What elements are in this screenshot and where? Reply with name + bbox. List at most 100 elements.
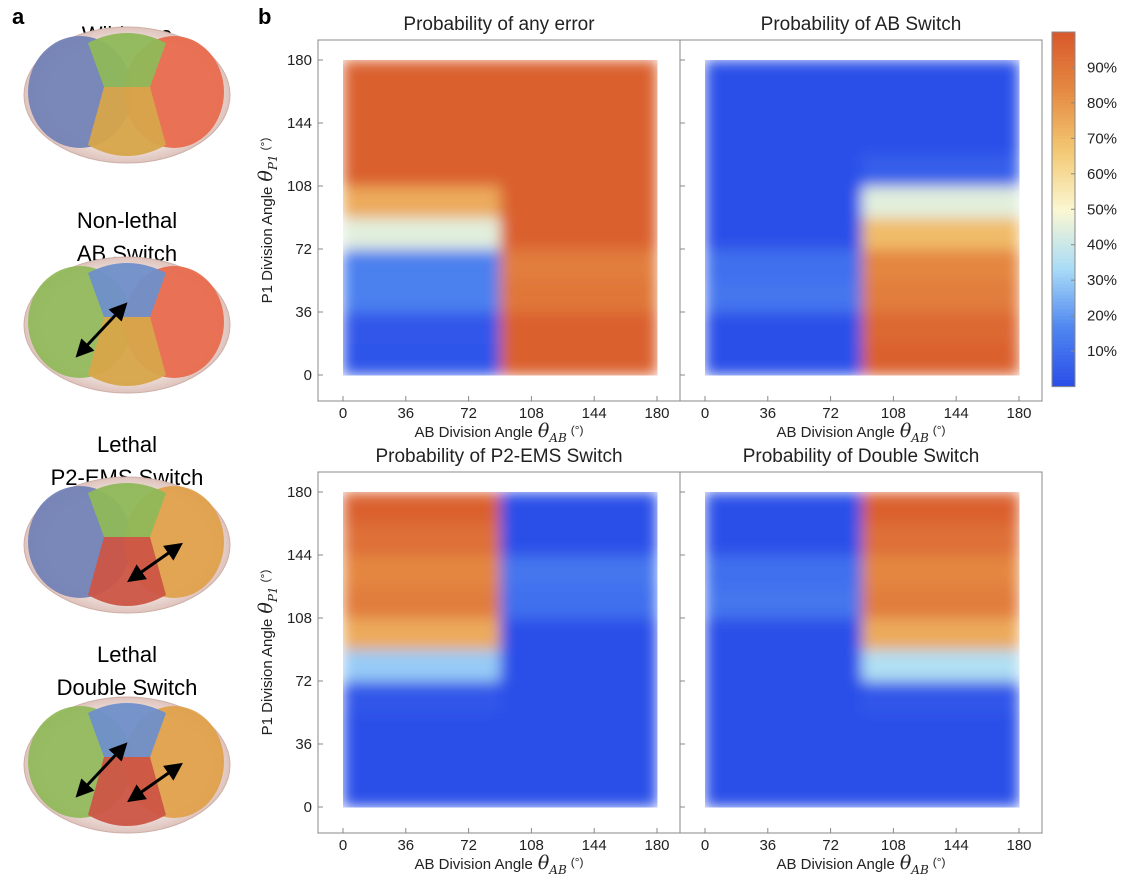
heatmap-cell [862,712,894,745]
heatmap-cell [500,249,532,281]
heatmap-cell [468,60,501,92]
axis-label-symbol: θ [538,420,550,442]
colorbar-strip [1052,237,1075,242]
colorbar-strip [1052,379,1075,384]
heatmap-cell [374,91,407,124]
colorbar-strip [1052,32,1075,37]
colorbar-strip [1052,109,1075,115]
heatmap-cell [893,586,926,619]
heatmap-cell [405,217,438,250]
heatmap-cell [562,123,595,155]
colorbar-strip [1052,372,1075,377]
heatmap-cell [625,712,658,745]
heatmap-cell [437,154,470,187]
heatmap-cell [562,217,595,250]
heatmap-cell [893,123,926,155]
heatmap-cell [468,217,501,250]
y-tick-label: 36 [295,304,312,321]
colorbar-tick-label: 30% [1087,272,1117,289]
heatmap-cell [500,555,532,587]
heatmap-cell [705,775,737,808]
heatmap-cell [862,91,894,124]
heatmap-cell [736,343,769,376]
switch-arrow [127,762,183,803]
colorbar-strip [1052,198,1075,203]
heatmap-cell [405,249,438,281]
heatmap-cell [799,217,832,250]
heatmap-cell [830,91,863,124]
heatmap-cell [500,91,532,124]
heatmap-cell [625,91,658,124]
colorbar-strip [1052,226,1075,232]
heatmap-cell [736,154,769,187]
axis-label-unit: (°) [258,138,272,151]
heatmap-cell [437,60,470,92]
colorbar-strip [1052,294,1075,299]
heatmap-cell [736,280,769,313]
plot-frame [679,39,1043,402]
heatmap-cell [531,649,564,682]
heatmap-cell [437,91,470,124]
heatmap-cell [343,618,375,650]
x-tick-label: 144 [944,405,969,422]
chart-title: Probability of P2-EMS Switch [375,446,622,467]
heatmap-cell [437,649,470,682]
heatmap-cell [500,649,532,682]
heatmap-cell [562,681,595,713]
heatmap-cell [799,492,832,524]
heatmap-cell [736,586,769,619]
colorbar-strip [1052,375,1075,381]
heatmap-cell [594,280,627,313]
colorbar-strip [1052,244,1075,249]
chart-title: Probability of any error [403,14,595,35]
heatmap-cell [562,523,595,556]
charts: Probability of any error 0 36 72 108 144 180 0 3… [255,14,1117,875]
y-tick-label: 72 [295,673,312,690]
heatmap-cell [468,91,501,124]
colorbar-strip [1052,152,1075,157]
heatmap-cell [374,618,407,650]
heatmap-cell [562,186,595,218]
heatmap-cell [799,775,832,808]
heatmap-cell [374,649,407,682]
axis-label-symbol: θ [900,852,912,874]
heatmap-cell [625,123,658,155]
heatmap-cell [374,123,407,155]
heatmap-cell [625,681,658,713]
heatmap-cell [799,555,832,587]
heatmap-cell [594,91,627,124]
heatmap-cell [893,492,926,524]
heatmap-cell [987,586,1020,619]
colorbar-strip [1052,358,1075,363]
colorbar-tick-label: 70% [1087,130,1117,147]
colorbar-strip [1052,329,1075,334]
axis-label-text: AB Division Angle [776,856,894,873]
heatmap-cell [562,618,595,650]
heatmap-cell [405,280,438,313]
heatmap-cell [437,249,470,281]
heatmap-cell [468,154,501,187]
heatmap-cell [987,712,1020,745]
heatmap-cell [437,523,470,556]
colorbar-strip [1052,326,1075,331]
heatmap-cell [594,186,627,218]
colorbar-strip [1052,156,1075,161]
heatmap-cell [987,618,1020,650]
heatmap-cell [531,744,564,776]
axis-label-sub: P1 [266,154,280,171]
heatmap-cell [625,217,658,250]
embryo-caption: Lethal [97,642,157,667]
heatmap-cell [343,60,375,92]
heatmap-cell [374,744,407,776]
heatmap-cells [705,492,1020,808]
colorbar-strip [1052,95,1075,100]
heatmap-cell [437,681,470,713]
heatmap-cell [531,681,564,713]
heatmap-cell [562,312,595,344]
heatmap-cell [374,280,407,313]
heatmap-cell [500,280,532,313]
heatmap-cell [956,555,989,587]
colorbar-strip [1052,78,1075,83]
y-tick-label: 180 [287,484,312,501]
colorbar-strip [1052,70,1075,76]
